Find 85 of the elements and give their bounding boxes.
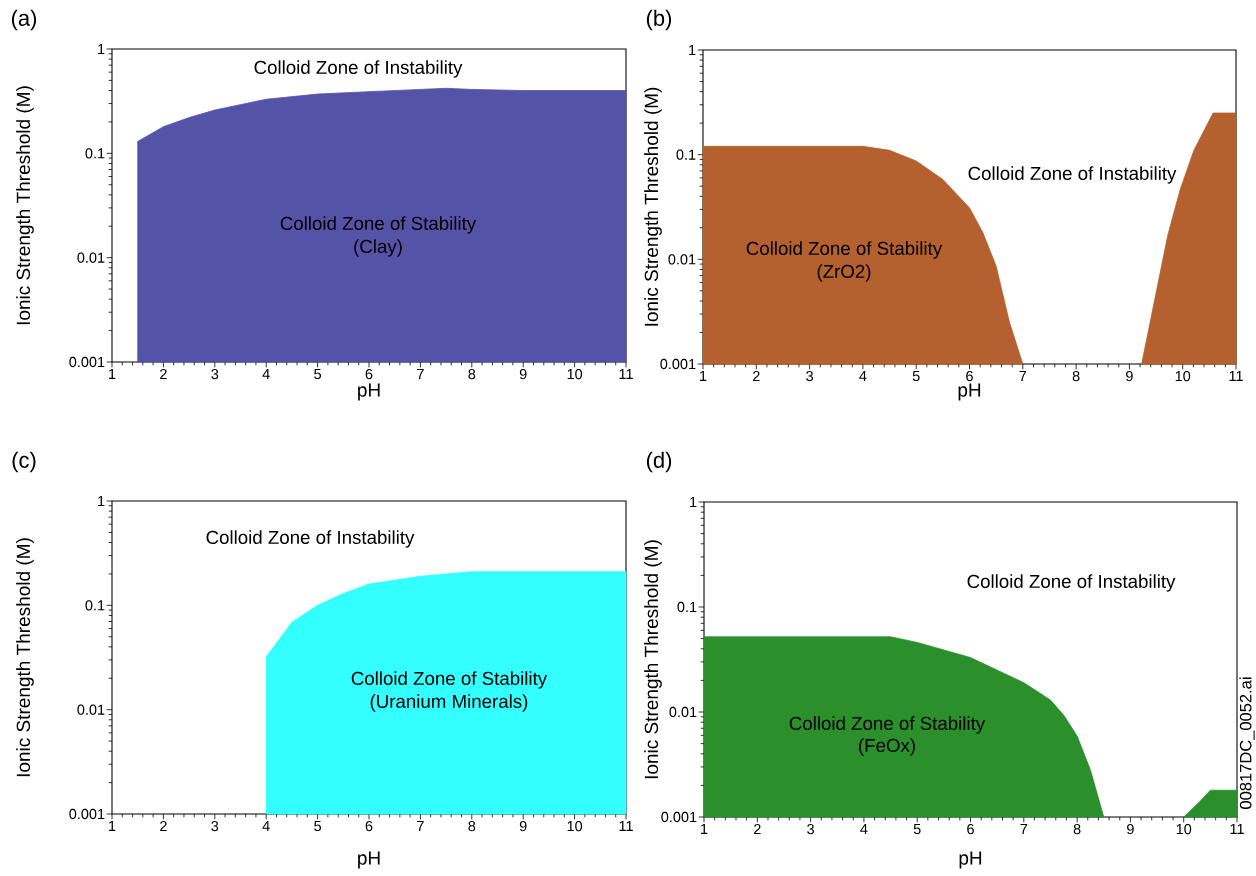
y-tick-label: 1 [689,45,696,55]
y-tick-label: 1 [98,496,105,506]
x-tick-label: 4 [262,820,270,831]
y-tick-label: 0.01 [77,252,105,263]
annotation: Colloid Zone of Stability [280,216,477,234]
y-tick-label: 0.001 [660,358,696,370]
y-tick-label: 0.001 [661,811,697,823]
x-tick-label: 2 [753,370,760,382]
x-tick-label: 3 [211,820,219,832]
x-tick-label: 9 [519,368,527,380]
x-tick-label: 8 [468,368,476,380]
x-tick-label: 10 [567,368,583,380]
x-tick-label: 1 [109,820,116,831]
x-tick-label: 4 [262,368,270,379]
x-tick-label: 8 [468,820,476,832]
annotation: Colloid Zone of Instability [968,166,1177,184]
annotation: Colloid Zone of Instability [254,60,463,78]
x-tick-label: 9 [1126,370,1133,382]
y-tick-label: 0.01 [669,706,697,718]
x-tick-label: 5 [314,820,322,832]
x-axis-title: pH [358,383,380,401]
y-tick-label: 0.1 [85,148,105,159]
annotation: (Uranium Minerals) [370,694,528,712]
chart-title: (d) [646,451,672,473]
x-tick-label: 11 [619,368,633,379]
x-tick-label: 11 [1229,370,1243,381]
x-tick-label: 8 [1072,370,1080,382]
y-axis-title: Ionic Strength Threshold (M) [644,87,662,326]
x-tick-label: 5 [314,368,322,380]
x-tick-label: 10 [567,820,583,832]
x-tick-label: 5 [913,823,921,835]
x-tick-label: 1 [109,368,116,379]
x-tick-label: 9 [519,820,527,832]
y-tick-label: 0.1 [85,600,105,611]
y-tick-label: 0.1 [676,149,696,160]
y-axis-title: Ionic Strength Threshold (M) [16,538,34,777]
annotation: Colloid Zone of Stability [351,671,548,689]
y-tick-label: 0.001 [69,808,105,820]
x-tick-label: 7 [417,368,424,379]
x-tick-label: 8 [1073,823,1081,835]
x-tick-label: 7 [1020,823,1028,834]
x-tick-label: 3 [211,368,219,380]
x-tick-label: 6 [967,823,974,835]
x-axis-title: pH [958,383,981,401]
chart-title: (c) [12,451,36,473]
text: 00817DC_0052.ai [1239,677,1255,809]
x-tick-label: 2 [160,820,167,832]
chart-title: (a) [11,9,37,31]
x-tick-label: 6 [365,368,373,380]
y-tick-label: 0.01 [77,704,105,715]
x-axis-title: pH [358,851,380,869]
x-axis-title: pH [959,851,982,869]
x-tick-label: 1 [700,370,707,381]
annotation: Colloid Zone of Instability [967,574,1176,592]
y-tick-label: 0.001 [69,356,105,368]
y-tick-label: 1 [98,44,105,54]
x-tick-label: 2 [754,823,761,835]
x-tick-label: 2 [160,368,167,380]
x-tick-label: 3 [806,370,813,382]
x-tick-label: 4 [860,823,868,834]
x-tick-label: 10 [1176,823,1192,835]
x-tick-label: 11 [619,820,633,831]
annotation: Colloid Zone of Stability [789,716,986,734]
chart-title: (b) [646,9,672,31]
x-tick-label: 6 [365,820,373,832]
x-tick-label: 4 [859,370,867,381]
y-tick-label: 1 [690,497,697,507]
x-tick-label: 6 [966,370,973,382]
y-axis-title: Ionic Strength Threshold (M) [644,540,662,779]
x-tick-label: 11 [1230,823,1244,834]
x-tick-label: 5 [912,370,920,382]
annotation: (ZrO2) [817,264,871,282]
x-tick-label: 7 [1019,370,1027,381]
x-tick-label: 3 [807,823,814,835]
x-tick-label: 1 [701,823,708,834]
x-tick-label: 10 [1175,370,1191,382]
annotation: (Clay) [354,239,402,257]
annotation: Colloid Zone of Stability [746,241,943,259]
y-tick-label: 0.1 [677,601,697,613]
x-tick-label: 7 [417,820,424,831]
y-axis-title: Ionic Strength Threshold (M) [16,86,34,325]
annotation: (FeOx) [859,738,915,756]
annotation: Colloid Zone of Instability [206,530,415,548]
x-tick-label: 9 [1127,823,1134,835]
y-tick-label: 0.01 [668,254,696,265]
